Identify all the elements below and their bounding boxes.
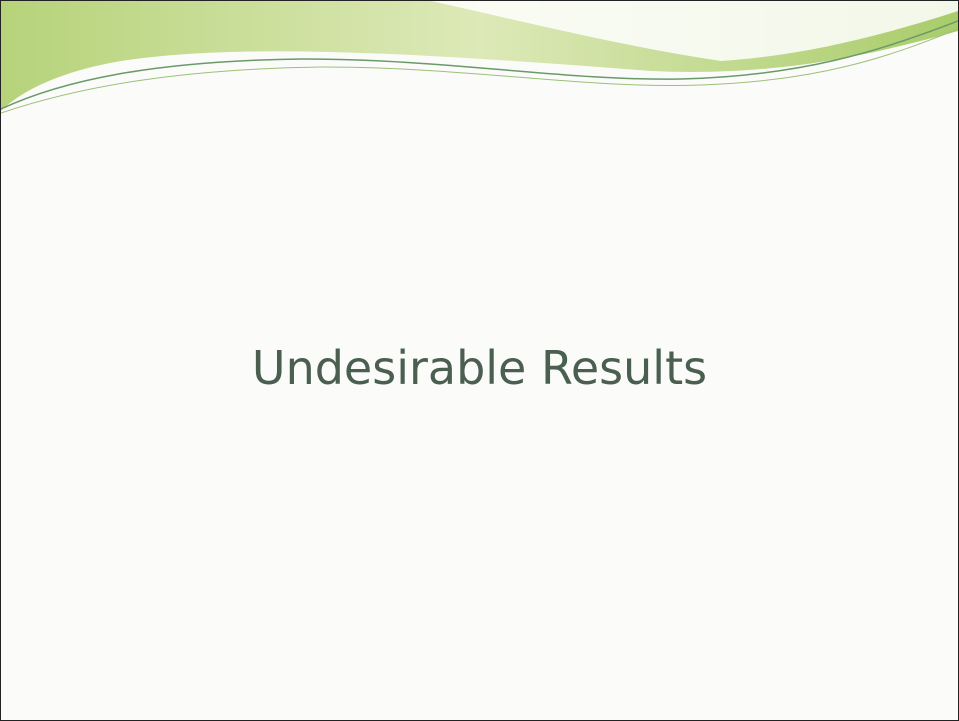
slide-title: Undesirable Results bbox=[1, 341, 958, 395]
page: Undesirable Results (() => { const data … bbox=[0, 0, 959, 721]
slide: Undesirable Results bbox=[0, 0, 959, 721]
header-swoosh bbox=[1, 1, 958, 131]
